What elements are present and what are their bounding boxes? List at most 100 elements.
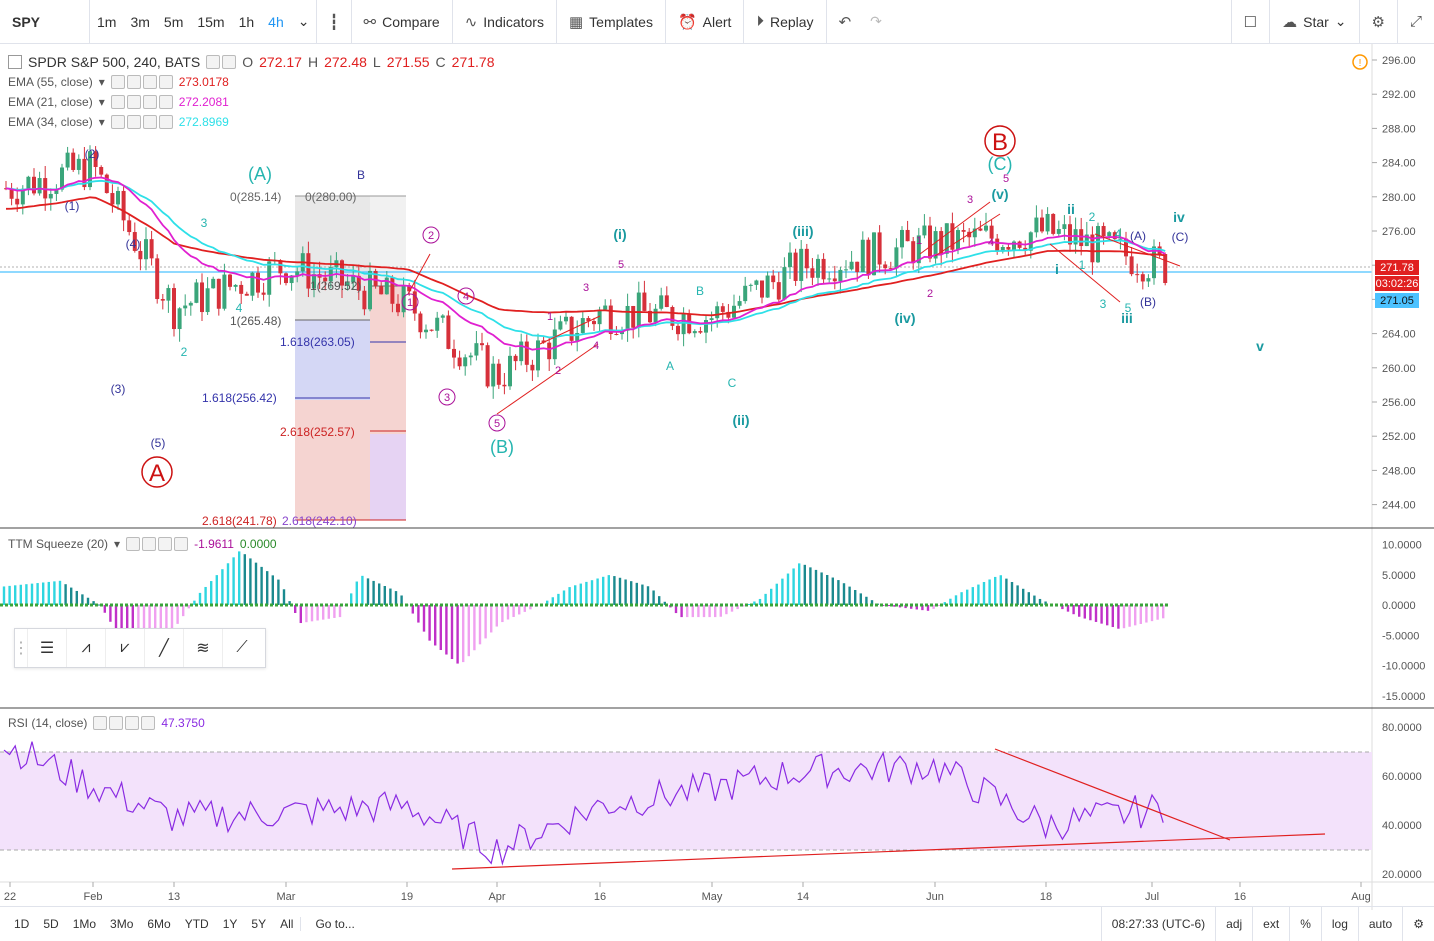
templates-label: Templates (589, 13, 653, 30)
indicators-button[interactable]: ∿ Indicators (451, 0, 556, 43)
star-button[interactable]: ☁ Star ⌄ (1269, 0, 1358, 43)
ttm-bar (971, 587, 974, 605)
ttm-bar (982, 582, 986, 605)
wave-circ3 (438, 388, 456, 406)
templates-button[interactable]: ▦ Templates (555, 0, 665, 43)
range-ytd[interactable]: YTD (184, 917, 209, 931)
channel-tool-icon[interactable]: ≋ (184, 629, 223, 667)
ttm-bar (674, 605, 678, 614)
candle-body (860, 239, 865, 273)
wave-n3: 3 (201, 216, 208, 230)
symbol-input[interactable]: SPY (0, 0, 90, 43)
ttm-buttons[interactable] (126, 537, 189, 551)
chevron-down-icon[interactable]: ▾ (98, 75, 105, 89)
tf-15m[interactable]: 15m (197, 13, 225, 30)
candle-body (956, 230, 960, 250)
candle-body (144, 239, 148, 260)
chart-svg[interactable]: 296.00 292.00 288.00 284.00 280.00 276.00 272.… (0, 44, 1434, 910)
chevron-down-icon[interactable]: ▾ (98, 95, 105, 109)
expand-button[interactable]: ⤢ (1396, 0, 1434, 43)
wave-ac-tool-icon[interactable]: ⩗ (106, 629, 145, 667)
tf-1h[interactable]: 1h (238, 13, 255, 30)
ttm-bar (988, 579, 991, 605)
gear-icon[interactable]: ⚙ (1402, 907, 1434, 941)
tf-3m[interactable]: 3m (130, 13, 150, 30)
candle-body (558, 321, 563, 330)
candle-body (1112, 232, 1117, 239)
adj-toggle[interactable]: adj (1215, 907, 1252, 941)
percent-toggle[interactable]: % (1289, 907, 1321, 941)
legend-buttons[interactable] (206, 55, 237, 69)
range-1y[interactable]: 1Y (222, 917, 238, 931)
ema55-buttons[interactable] (110, 75, 173, 89)
undo-button[interactable]: ↶ (825, 0, 864, 43)
ema21-buttons[interactable] (110, 95, 173, 109)
indicators-label: Indicators (483, 13, 544, 30)
ttm-bar (1010, 582, 1014, 605)
candle-body (37, 178, 42, 194)
chevron-down-icon[interactable]: ▾ (114, 537, 121, 551)
drag-handle-icon[interactable]: ⋮ (13, 629, 29, 667)
ema34-buttons[interactable] (110, 115, 173, 129)
range-5y[interactable]: 5Y (251, 917, 267, 931)
candle-body (933, 231, 938, 259)
clock-time[interactable]: 08:27:33 (UTC-6) (1100, 907, 1215, 941)
compare-button[interactable]: ⚯ Compare (350, 0, 452, 43)
lines-tool-icon[interactable]: ☰ (28, 629, 67, 667)
redo-button[interactable]: ↷ (863, 0, 889, 43)
ttm-bar (820, 572, 823, 605)
candle-body (944, 223, 949, 254)
tf-1m[interactable]: 1m (97, 13, 117, 30)
log-toggle[interactable]: log (1320, 907, 1358, 941)
tf-5m[interactable]: 5m (163, 13, 184, 30)
candle-body (485, 345, 490, 387)
chevron-down-icon[interactable]: ▾ (98, 115, 105, 129)
undo-icon: ↶ (838, 13, 852, 31)
ttm-bar (333, 605, 336, 618)
range-5d[interactable]: 5D (43, 917, 59, 931)
wave-circ1-text: 1 (407, 297, 413, 309)
settings-button[interactable]: ⚙ (1358, 0, 1397, 43)
legend-open-label: O (242, 54, 254, 70)
warning-icon[interactable] (1352, 54, 1368, 70)
fullscreen-square-button[interactable]: ☐ (1230, 0, 1269, 43)
wave-annotations: A B (A) (B) (C) (i) (ii) (iii) (iv) (v) … (65, 125, 1264, 488)
ttm-bar (775, 583, 778, 605)
candle-body (1096, 226, 1100, 263)
ttm-bar (473, 605, 476, 651)
ttm-bar (445, 605, 448, 655)
candle-body (782, 267, 787, 300)
ttm-bar (708, 605, 711, 618)
chevron-down-icon[interactable]: ⌄ (297, 13, 310, 29)
trendline-tool-icon[interactable]: ╱ (145, 629, 184, 667)
ttm-bar (103, 605, 106, 613)
ttm-bar (926, 605, 930, 611)
ttm-bar (58, 580, 62, 605)
tf-4h[interactable]: 4h (268, 13, 284, 30)
range-6mo[interactable]: 6Mo (147, 917, 171, 931)
goto-button[interactable]: Go to... (300, 917, 361, 931)
range-1d[interactable]: 1D (14, 917, 30, 931)
ttm-bar (316, 605, 319, 621)
ema34-value: 272.8969 (178, 115, 229, 129)
wave-k3: 3 (967, 194, 973, 206)
ttm-bar (305, 605, 308, 623)
range-all[interactable]: All (280, 917, 294, 931)
ttm-bar (1156, 605, 1159, 620)
range-3mo[interactable]: 3Mo (110, 917, 134, 931)
auto-toggle[interactable]: auto (1357, 907, 1402, 941)
alert-button[interactable]: ⏰ Alert (664, 0, 743, 43)
ext-toggle[interactable]: ext (1252, 907, 1289, 941)
ttm-tick-label: 5.0000 (1382, 570, 1416, 582)
rsi-buttons[interactable] (93, 716, 156, 730)
fib-label-0a: 0(285.14) (230, 190, 281, 204)
time-tick-label: May (702, 891, 723, 903)
wave-15-tool-icon[interactable]: ⩘ (67, 629, 106, 667)
chart-area[interactable]: 296.00 292.00 288.00 284.00 280.00 276.00 272.… (0, 44, 1434, 910)
ray-tool-icon[interactable]: ⟋ (236, 639, 248, 656)
ttm-bar (697, 605, 700, 618)
replay-button[interactable]: ⏵ Replay (743, 0, 825, 43)
legend-collapse-icon[interactable] (8, 55, 22, 69)
candles-button[interactable]: ┇ (316, 0, 350, 43)
range-1mo[interactable]: 1Mo (72, 917, 97, 931)
